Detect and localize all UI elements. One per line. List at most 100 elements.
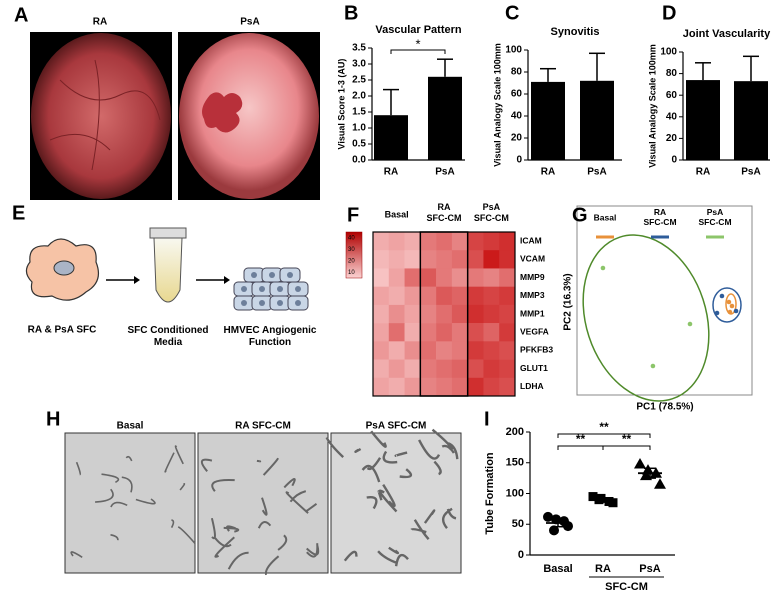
image-label: PsA SFC-CM <box>366 421 427 432</box>
y-tick-label: 2.5 <box>352 75 366 86</box>
y-tick-label: 60 <box>511 89 523 100</box>
heatmap-cell <box>388 250 405 269</box>
heatmap-cell <box>451 323 468 342</box>
tube-network <box>70 445 196 558</box>
significance-label: ** <box>576 432 586 446</box>
point <box>687 321 693 327</box>
row-label: VCAM <box>520 254 545 264</box>
panel-label: C <box>505 2 519 24</box>
bar <box>374 115 408 160</box>
heatmap-cell <box>420 377 437 397</box>
heatmap-cell <box>404 250 421 269</box>
heatmap-cell <box>420 323 437 342</box>
heatmap-cell <box>467 341 484 360</box>
point <box>726 299 732 305</box>
heatmap-cell <box>467 286 484 306</box>
heatmap-cell <box>451 250 468 269</box>
image-label: Basal <box>117 421 144 432</box>
heatmap-cell <box>499 232 516 251</box>
y-axis-label: Visual Analogy Scale 100mm <box>647 44 657 168</box>
y-tick-label: 20 <box>511 133 523 144</box>
heatmap-cell <box>373 268 390 287</box>
colorbar-tick-label: 10 <box>348 270 355 276</box>
heatmap-cell <box>499 268 516 287</box>
y-tick-label: 3.5 <box>352 43 366 54</box>
heatmap-cell <box>404 323 421 342</box>
row-label: MMP1 <box>520 308 545 318</box>
y-tick-label: 100 <box>505 45 522 56</box>
row-label: MMP3 <box>520 290 545 300</box>
y-tick-label: 2.0 <box>352 91 366 102</box>
y-tick-label: 40 <box>666 111 678 122</box>
x-tick-label: PsA <box>435 167 454 178</box>
x-tick-label: RA <box>696 167 710 178</box>
heatmap-cell <box>451 377 468 397</box>
heatmap-cell <box>436 341 453 360</box>
heatmap-cell <box>420 268 437 287</box>
y-tick-label: 20 <box>666 133 678 144</box>
heatmap-cell <box>373 304 390 324</box>
heatmap-cell <box>467 377 484 397</box>
y-tick-label: 80 <box>511 67 523 78</box>
colorbar-tick-label: 20 <box>348 258 355 264</box>
confidence-ellipse <box>582 234 710 402</box>
point <box>714 310 720 316</box>
y-tick-label: 100 <box>506 487 524 499</box>
y-tick-label: 0.5 <box>352 139 366 150</box>
group-label: PsA SFC-CM <box>474 202 509 223</box>
heatmap-cell <box>436 286 453 306</box>
heatmap-cell <box>420 341 437 360</box>
confidence-ellipse <box>712 287 742 323</box>
point <box>634 457 646 469</box>
row-label: PFKFB3 <box>520 345 553 355</box>
step-label: SFC Conditioned Media <box>127 325 208 348</box>
heatmap-cell <box>388 304 405 324</box>
group-label: Basal <box>385 209 409 219</box>
significance-bracket <box>602 445 651 450</box>
significance-bracket <box>557 445 604 450</box>
heatmap-cell <box>467 359 484 379</box>
heatmap-cell <box>404 359 421 379</box>
panel-e: RA & PsA SFC SFC Conditioned Media HMVEC … <box>25 227 317 348</box>
heatmap-cell <box>388 268 405 287</box>
colorbar <box>345 231 363 279</box>
chart-title: Synovitis <box>551 26 600 38</box>
arrowhead <box>134 276 140 284</box>
x-tick-label: PsA <box>741 167 760 178</box>
heatmap-cell <box>483 304 500 324</box>
heatmap-cell <box>436 377 453 397</box>
plot-frame <box>576 205 753 396</box>
heatmap-cell <box>436 304 453 324</box>
point <box>600 265 606 271</box>
y-tick-label: 200 <box>506 426 524 438</box>
image-label: RA <box>93 17 107 28</box>
image-label: RA SFC-CM <box>235 421 291 432</box>
nuclei <box>241 272 301 306</box>
heatmap-cell <box>420 286 437 306</box>
heatmap-cell <box>436 268 453 287</box>
nucleus-icon <box>53 260 75 276</box>
arthroscopy-image <box>31 33 171 199</box>
bar <box>686 80 720 160</box>
panel-label: B <box>344 2 358 24</box>
group-label: RA SFC-CM <box>427 202 462 223</box>
heatmap-cell <box>420 359 437 379</box>
heatmap-cell <box>388 377 405 397</box>
chart-title: Vascular Pattern <box>375 24 461 36</box>
y-tick-label: 80 <box>666 68 678 79</box>
heatmap-cell <box>467 250 484 269</box>
panel-label: I <box>484 408 490 430</box>
heatmap-cell <box>483 268 500 287</box>
chart-title: Joint Vascularity <box>683 28 771 40</box>
heatmap-cell <box>373 359 390 379</box>
heatmap-cell <box>373 250 390 269</box>
y-axis-label: Visual Score 1-3 (AU) <box>336 59 346 150</box>
heatmap-cell <box>404 286 421 306</box>
heatmap-cell <box>451 359 468 379</box>
heatmap-cell <box>404 341 421 360</box>
heatmap-cell <box>436 359 453 379</box>
panel-label: A <box>14 4 28 26</box>
heatmap-cell <box>404 377 421 397</box>
colorbar-tick-label: 40 <box>348 235 355 241</box>
point <box>729 303 735 309</box>
